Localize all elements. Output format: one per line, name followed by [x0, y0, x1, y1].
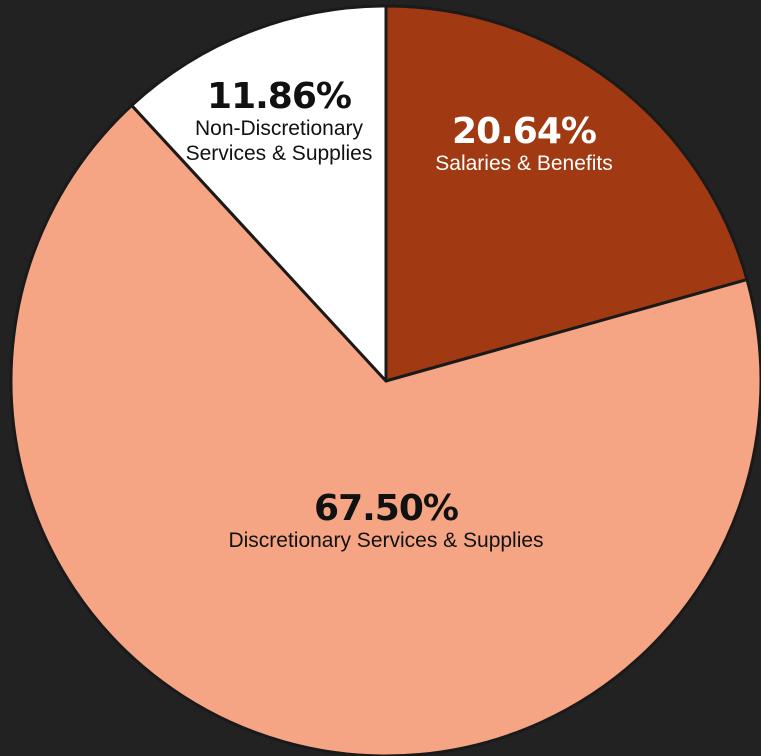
slice-category-label: Salaries & Benefits — [435, 152, 612, 175]
slice-percent-label: 67.50% — [314, 488, 458, 529]
pie-slices — [9, 4, 761, 756]
slice-percent-label: 11.86% — [207, 76, 351, 117]
pie-slice-3 — [130, 4, 388, 383]
pie-labels: 20.64%Salaries & Benefits 67.50%Discretio… — [186, 76, 613, 552]
pie-slice-1 — [384, 4, 749, 383]
slice-category-label: Services & Supplies — [186, 142, 373, 165]
slice-category-label: Non-Discretionary — [195, 117, 364, 140]
slice-category-label: Discretionary Services & Supplies — [228, 529, 543, 552]
slice-percent-label: 20.64% — [452, 111, 596, 152]
pie-slice-2 — [9, 103, 761, 756]
